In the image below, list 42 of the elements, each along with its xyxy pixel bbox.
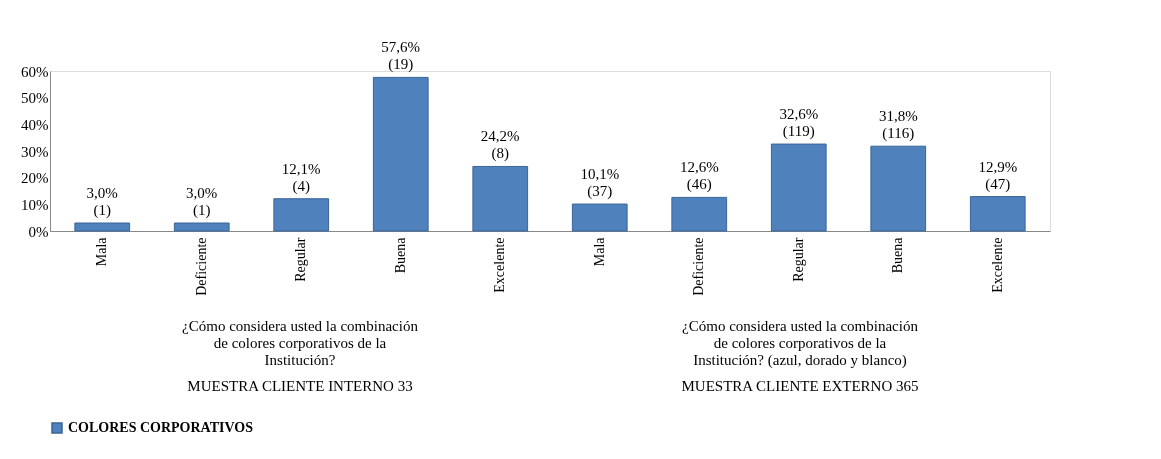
text: ¿Cómo considera usted la combinación de colores corporativos de la Institución? — [182, 318, 419, 368]
x-tick-label: Deficiente — [193, 237, 209, 296]
bar — [870, 145, 927, 232]
y-tick-label: 60% — [21, 63, 49, 80]
data-label: 31,8% (116) — [878, 108, 918, 143]
data-label: 12,6% (46) — [679, 159, 719, 194]
x-tick-label: Mala — [591, 236, 607, 267]
x-tick-label: Mala — [94, 236, 110, 267]
y-tick-label: 30% — [21, 143, 49, 160]
x-tick-label: Regular — [293, 237, 309, 282]
data-label: 3,0% (1) — [186, 185, 218, 219]
x-tick-label: Buena — [392, 236, 408, 274]
x-tick-label: Excelente — [989, 237, 1005, 293]
bar — [472, 165, 529, 232]
y-tick-label: 0% — [28, 223, 49, 240]
legend-label: COLORES CORPORATIVOS — [68, 420, 254, 435]
data-label: 3,0% (1) — [86, 185, 118, 219]
bar — [273, 198, 330, 232]
bar — [173, 222, 230, 232]
data-label: 57,6% (19) — [381, 39, 421, 74]
x-tick-label: Buena — [890, 236, 906, 274]
bar — [671, 196, 728, 232]
bar — [74, 222, 131, 232]
text: MUESTRA CLIENTE INTERNO 33 — [187, 378, 413, 394]
data-label: 32,6% (119) — [779, 106, 819, 141]
data-label: 12,1% (4) — [281, 160, 321, 195]
bar — [969, 196, 1026, 232]
bar — [571, 203, 628, 232]
bar — [372, 76, 429, 232]
x-tick-label: Excelente — [492, 237, 508, 293]
bar — [770, 143, 827, 232]
x-tick-label: Deficiente — [691, 237, 707, 296]
y-tick-label: 10% — [21, 196, 49, 213]
y-tick-label: 50% — [21, 90, 49, 107]
y-tick-label: 40% — [21, 116, 49, 133]
text: MUESTRA CLIENTE EXTERNO 365 — [681, 378, 919, 394]
x-tick-label: Regular — [790, 237, 806, 282]
y-tick-label: 20% — [21, 170, 49, 187]
data-label: 24,2% (8) — [480, 128, 520, 163]
text: ¿Cómo considera usted la combinación de colores corporativos de la Institución? (azul, dorado y blanco) — [682, 318, 919, 369]
data-label: 12,9% (47) — [978, 158, 1018, 193]
data-label: 10,1% (37) — [580, 166, 620, 201]
